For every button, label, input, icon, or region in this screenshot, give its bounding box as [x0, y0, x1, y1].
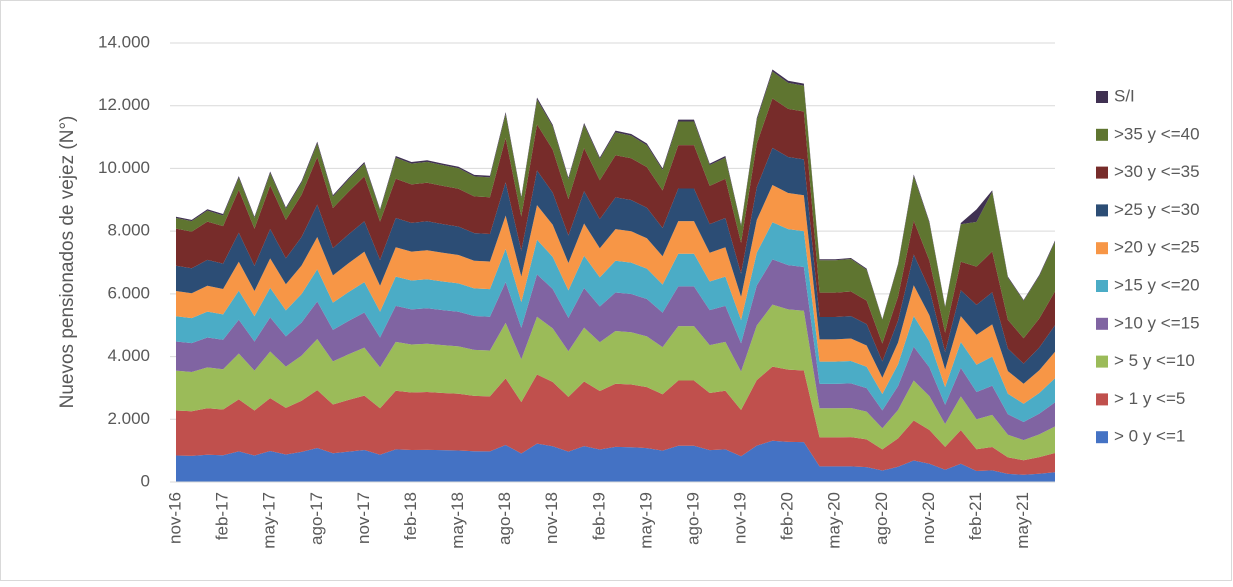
legend-label: >30 y <=35 — [1114, 162, 1200, 181]
x-tick-label: ago-19 — [683, 492, 702, 545]
legend-label: > 5 y <=10 — [1114, 351, 1195, 370]
legend-swatch — [1096, 355, 1108, 368]
area-series — [176, 366, 1055, 475]
legend-swatch — [1096, 204, 1108, 217]
legend-swatch — [1096, 393, 1108, 406]
legend-swatch — [1096, 128, 1108, 141]
y-tick-label: 2.000 — [107, 409, 150, 428]
x-tick-label: feb-21 — [966, 492, 985, 540]
legend-swatch — [1096, 91, 1108, 103]
y-tick-label: 0 — [141, 471, 150, 490]
axes: 0 2.000 4.000 6.000 8.000 10.000 12.000 14.000 n… — [98, 32, 1055, 549]
legend-label: S/I — [1114, 86, 1135, 105]
legend-swatch — [1096, 280, 1108, 292]
legend-label: >25 y <=30 — [1114, 200, 1200, 219]
legend-label: >10 y <=15 — [1114, 313, 1200, 332]
y-tick-label: 6.000 — [107, 283, 150, 302]
legend-label: >20 y <=25 — [1114, 238, 1200, 257]
x-tick-label: may-17 — [260, 492, 279, 549]
legend-label: >15 y <=20 — [1114, 275, 1200, 294]
x-tick-label: feb-18 — [401, 492, 420, 540]
legend-label: > 1 y <=5 — [1114, 389, 1185, 408]
x-tick-label: feb-19 — [589, 492, 608, 540]
area-series — [176, 222, 1055, 422]
x-tick-label: nov-17 — [354, 492, 373, 544]
x-tick-label: may-19 — [636, 492, 655, 549]
area-series — [176, 185, 1055, 404]
x-tick-label: nov-20 — [919, 492, 938, 544]
legend-swatch — [1096, 242, 1108, 255]
areas — [176, 69, 1055, 482]
x-tick-label: nov-18 — [542, 492, 561, 544]
x-tick-label: nov-16 — [165, 492, 184, 544]
area-series — [176, 147, 1055, 384]
x-tick-label: feb-17 — [213, 492, 232, 540]
legend: S/I >35 y <=40 >30 y <=35 >25 y <=30 >20 y <… — [1096, 86, 1200, 446]
x-tick-label: ago-17 — [307, 492, 326, 545]
x-tick-label: nov-19 — [731, 492, 750, 544]
y-tick-label: 10.000 — [98, 158, 150, 177]
y-tick-label: 14.000 — [98, 32, 150, 51]
area-series — [176, 304, 1055, 461]
x-tick-label: may-21 — [1013, 492, 1032, 549]
area-series — [176, 71, 1055, 344]
area-series — [176, 259, 1055, 441]
y-axis-title: Nuevos pensionados de vejez (N°) — [57, 116, 78, 409]
x-tick-label: may-20 — [825, 492, 844, 549]
area-series — [176, 98, 1055, 364]
x-tick-label: ago-18 — [495, 492, 514, 545]
y-tick-label: 4.000 — [107, 346, 150, 365]
legend-swatch — [1096, 166, 1108, 179]
legend-swatch — [1096, 317, 1108, 330]
area-series — [176, 440, 1055, 482]
x-tick-label: feb-20 — [778, 492, 797, 540]
y-tick-label: 8.000 — [107, 221, 150, 240]
legend-label: >35 y <=40 — [1114, 124, 1200, 143]
legend-label: > 0 y <=1 — [1114, 427, 1185, 446]
y-tick-label: 12.000 — [98, 95, 150, 114]
x-tick-label: may-18 — [448, 492, 467, 549]
x-tick-label: ago-20 — [872, 492, 891, 545]
legend-swatch — [1096, 431, 1108, 444]
